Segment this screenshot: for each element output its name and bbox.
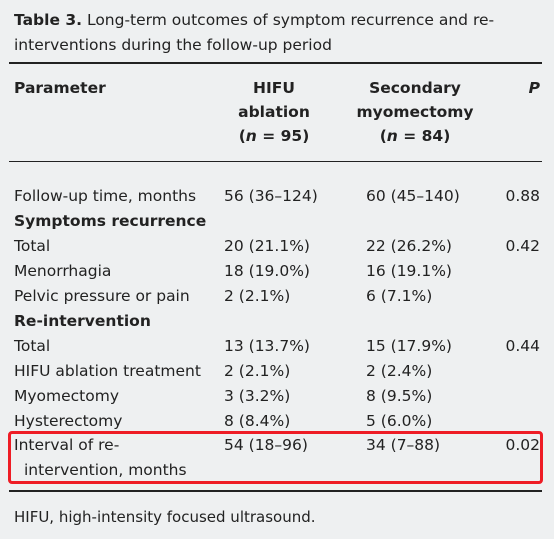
table-bottom-rule (9, 490, 542, 492)
row-myomectomy-value: 16 (19.1%) (366, 262, 452, 280)
row-myomectomy-value: 6 (7.1%) (366, 287, 433, 305)
row-parameter: Follow-up time, months (14, 187, 197, 205)
header-hifu-line1: HIFU (253, 79, 295, 97)
table-row-interval: Interval of re- 54 (18–96) 34 (7–88) 0.0… (0, 433, 554, 458)
header-p-value: P (528, 79, 540, 97)
row-p-value: 0.44 (505, 337, 540, 355)
row-myomectomy-value: 5 (6.0%) (366, 412, 433, 430)
highlight-box (8, 431, 543, 484)
table-caption: Table 3. Long-term outcomes of symptom r… (14, 8, 542, 58)
header-hifu-n: (n = 95) (238, 127, 310, 145)
table-row: Total 20 (21.1%) 22 (26.2%) 0.42 (0, 234, 554, 259)
row-myomectomy-value: 8 (9.5%) (366, 387, 433, 405)
table-row: Follow-up time, months 56 (36–124) 60 (45–… (0, 184, 554, 209)
row-parameter: Menorrhagia (14, 262, 112, 280)
header-hifu-ablation: HIFU ablation (n = 95) (212, 76, 336, 148)
table-caption-text: Long-term outcomes of symptom recurrence… (14, 11, 495, 54)
row-myomectomy-value: 60 (45–140) (366, 187, 460, 205)
row-parameter: Total (14, 337, 51, 355)
row-hifu-value: 2 (2.1%) (224, 287, 291, 305)
header-secondary-myomectomy: Secondary myomectomy (n = 84) (348, 76, 482, 148)
table-header-rule (9, 161, 542, 162)
row-parameter: Re-intervention (14, 312, 151, 330)
header-hifu-line2: ablation (238, 103, 310, 121)
header-parameter: Parameter (14, 79, 106, 97)
row-hifu-value: 56 (36–124) (224, 187, 318, 205)
table-row: Menorrhagia 18 (19.0%) 16 (19.1%) (0, 259, 554, 284)
table-row: Total 13 (13.7%) 15 (17.9%) 0.44 (0, 334, 554, 359)
table-row: Myomectomy 3 (3.2%) 8 (9.5%) (0, 384, 554, 409)
row-hifu-value: 13 (13.7%) (224, 337, 310, 355)
row-parameter: Total (14, 237, 51, 255)
table-footnote: HIFU, high-intensity focused ultrasound. (14, 508, 316, 526)
interval-parameter-line1: Interval of re- (14, 436, 120, 454)
table-row: Pelvic pressure or pain 2 (2.1%) 6 (7.1%) (0, 284, 554, 309)
header-myomectomy-line2: myomectomy (356, 103, 474, 121)
table-row: HIFU ablation treatment 2 (2.1%) 2 (2.4%) (0, 359, 554, 384)
row-parameter: Pelvic pressure or pain (14, 287, 190, 305)
table-section-header: Symptoms recurrence (0, 209, 554, 234)
row-hifu-value: 8 (8.4%) (224, 412, 291, 430)
row-myomectomy-value: 2 (2.4%) (366, 362, 433, 380)
interval-p-value: 0.02 (505, 436, 540, 454)
table-row-interval-continued: intervention, months (0, 458, 554, 483)
interval-myomectomy-value: 34 (7–88) (366, 436, 441, 454)
row-p-value: 0.42 (505, 237, 540, 255)
table-label: Table 3. (14, 11, 83, 29)
header-myomectomy-n: (n = 84) (379, 127, 451, 145)
interval-parameter-line2: intervention, months (24, 461, 187, 479)
row-myomectomy-value: 22 (26.2%) (366, 237, 452, 255)
header-myomectomy-line1: Secondary (369, 79, 461, 97)
row-p-value: 0.88 (505, 187, 540, 205)
row-hifu-value: 2 (2.1%) (224, 362, 291, 380)
table-section-header: Re-intervention (0, 309, 554, 334)
row-hifu-value: 18 (19.0%) (224, 262, 310, 280)
row-parameter: Symptoms recurrence (14, 212, 207, 230)
row-hifu-value: 3 (3.2%) (224, 387, 291, 405)
interval-hifu-value: 54 (18–96) (224, 436, 308, 454)
table-row: Hysterectomy 8 (8.4%) 5 (6.0%) (0, 409, 554, 434)
row-parameter: HIFU ablation treatment (14, 362, 201, 380)
row-myomectomy-value: 15 (17.9%) (366, 337, 452, 355)
row-parameter: Hysterectomy (14, 412, 123, 430)
row-hifu-value: 20 (21.1%) (224, 237, 310, 255)
row-parameter: Myomectomy (14, 387, 120, 405)
table-top-rule (9, 62, 542, 64)
